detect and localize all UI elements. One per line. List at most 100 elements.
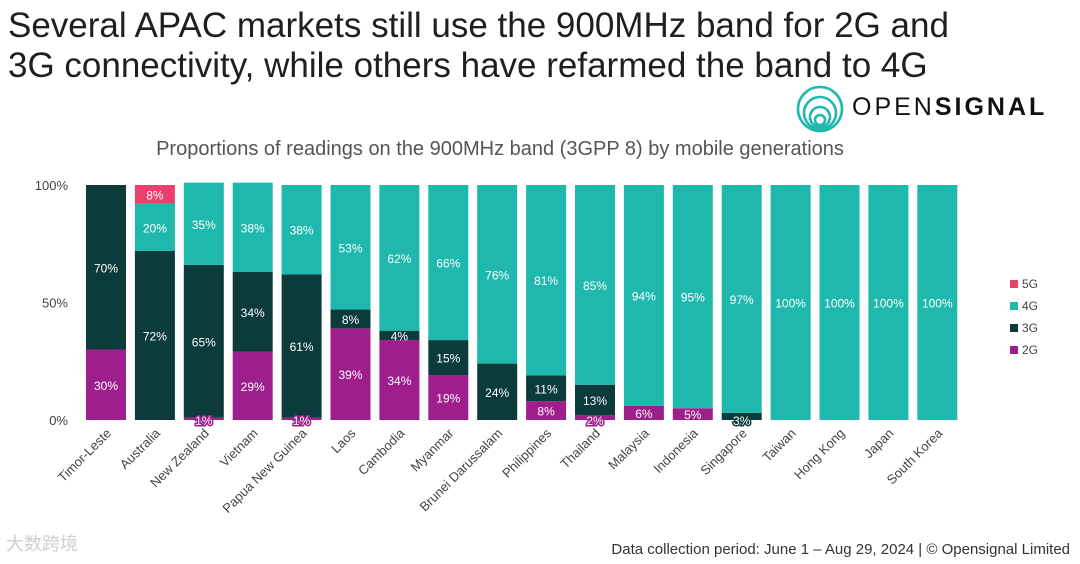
chart-title-block: Several APAC markets still use the 900MH… — [8, 6, 1068, 86]
category-label: Timor-Leste — [55, 426, 114, 485]
data-label-3g: 15% — [436, 352, 460, 366]
legend-label-3g: 3G — [1022, 321, 1038, 335]
data-label-3g: 70% — [94, 261, 118, 275]
category-label: Australia — [117, 425, 164, 472]
legend-label-4g: 4G — [1022, 299, 1038, 313]
bar-segment-4g — [917, 185, 958, 420]
data-label-2g: 2% — [586, 414, 604, 428]
watermark-text: 大数跨境 — [6, 534, 78, 554]
bar-segment-3g — [86, 185, 126, 350]
data-label-2g: 34% — [387, 374, 411, 388]
y-tick-label: 50% — [42, 296, 68, 311]
bar-segment-2g — [428, 375, 469, 420]
category-label: Singapore — [697, 426, 750, 479]
data-label-3g: 11% — [535, 382, 558, 396]
category-label: Malaysia — [605, 425, 652, 472]
data-label-3g: 72% — [143, 329, 167, 343]
data-label-4g: 81% — [534, 274, 558, 288]
bar-segment-4g — [232, 182, 273, 272]
data-label-2g: 39% — [338, 368, 362, 382]
bar-segment-3g — [575, 384, 615, 416]
category-label: Hong Kong — [791, 426, 848, 483]
data-label-3g: 65% — [192, 335, 216, 349]
bar-segment-3g — [477, 363, 518, 420]
data-period-footer: Data collection period: June 1 – Aug 29,… — [611, 541, 1070, 558]
data-label-3g: 34% — [241, 306, 265, 320]
bar-segment-3g — [183, 264, 224, 418]
data-label-2g: 29% — [241, 380, 265, 394]
category-label: Japan — [861, 426, 897, 462]
data-label-2g: 5% — [684, 408, 702, 422]
bar-segment-3g — [281, 274, 322, 418]
bar-segment-2g — [526, 401, 567, 420]
bar-segment-2g — [86, 349, 126, 420]
bar-segment-4g — [770, 185, 811, 420]
data-label-3g: 4% — [391, 329, 409, 343]
bar-segment-2g — [379, 340, 420, 420]
legend-label-2g: 2G — [1022, 343, 1038, 357]
data-label-4g: 95% — [681, 291, 705, 305]
data-label-4g: 38% — [241, 221, 265, 235]
data-label-4g: 100% — [922, 297, 953, 311]
data-label-4g: 85% — [583, 279, 607, 293]
bar-segment-4g — [134, 203, 175, 251]
opensignal-wordmark: OPENSIGNAL — [852, 93, 1047, 122]
bar-segment-4g — [623, 185, 664, 406]
title-line-2: 3G connectivity, while others have refar… — [8, 46, 928, 85]
data-label-4g: 62% — [387, 252, 411, 266]
bar-segment-4g — [183, 182, 224, 265]
y-tick-label: 0% — [49, 413, 68, 428]
title-line-1: Several APAC markets still use the 900MH… — [8, 6, 949, 45]
bar-segment-4g — [819, 185, 860, 420]
bar-segment-4g — [379, 185, 420, 331]
data-label-4g: 53% — [338, 241, 362, 255]
bar-segment-4g — [575, 185, 615, 385]
data-label-4g: 35% — [192, 218, 216, 232]
brand-bold-text: SIGNAL — [934, 93, 1048, 121]
bar-segment-4g — [281, 185, 322, 275]
chart-subtitle: Proportions of readings on the 900MHz ba… — [156, 138, 844, 160]
bar-segment-4g — [526, 185, 567, 376]
bar-segment-2g — [281, 417, 322, 420]
legend-swatch-5g — [1010, 280, 1018, 288]
opensignal-rings-icon — [796, 85, 844, 133]
data-label-3g: 61% — [290, 340, 314, 354]
stacked-bar-chart: 0% 50% 100% 30% 70% Timor-Leste 72% 20% 8% Austra… — [35, 178, 1038, 516]
category-label: Papua New Guinea — [219, 425, 310, 516]
data-label-2g: 1% — [195, 414, 213, 428]
category-label: Thailand — [557, 426, 603, 472]
legend-label-5g: 5G — [1022, 277, 1038, 291]
data-label-3g: 13% — [583, 394, 607, 408]
bar-segment-3g — [428, 340, 469, 376]
bar-segment-2g — [623, 405, 664, 420]
bar-segment-2g — [330, 328, 371, 420]
data-label-2g: 1% — [293, 414, 311, 428]
data-label-4g: 38% — [290, 224, 314, 238]
data-label-3g: 24% — [485, 386, 509, 400]
data-label-4g: 100% — [824, 297, 855, 311]
opensignal-logo: OPENSIGNAL — [790, 84, 1075, 134]
legend-swatch-3g — [1010, 324, 1018, 332]
category-label: Cambodia — [355, 425, 408, 478]
bar-segment-4g — [477, 185, 518, 364]
data-label-2g: 19% — [436, 392, 460, 406]
category-label: Indonesia — [650, 425, 701, 476]
data-label-4g: 66% — [436, 257, 460, 271]
data-label-3g: 3% — [733, 414, 751, 428]
bar-segment-3g — [526, 375, 567, 402]
bar-segment-2g — [183, 417, 224, 420]
category-label: Vietnam — [217, 426, 261, 470]
category-label: Brunei Darussalam — [417, 426, 506, 515]
category-label: Taiwan — [759, 426, 798, 465]
category-label: Laos — [328, 425, 359, 456]
legend-swatch-4g — [1010, 302, 1018, 310]
brand-light-text: OPEN — [852, 93, 935, 121]
data-label-4g: 76% — [485, 268, 509, 282]
bar-segment-4g — [721, 185, 762, 413]
data-label-5g: 8% — [146, 188, 164, 202]
bar-segment-4g — [672, 185, 713, 409]
data-label-4g: 20% — [143, 221, 167, 235]
bar-segment-2g — [672, 408, 713, 420]
data-label-4g: 100% — [775, 297, 806, 311]
data-label-4g: 97% — [730, 293, 754, 307]
